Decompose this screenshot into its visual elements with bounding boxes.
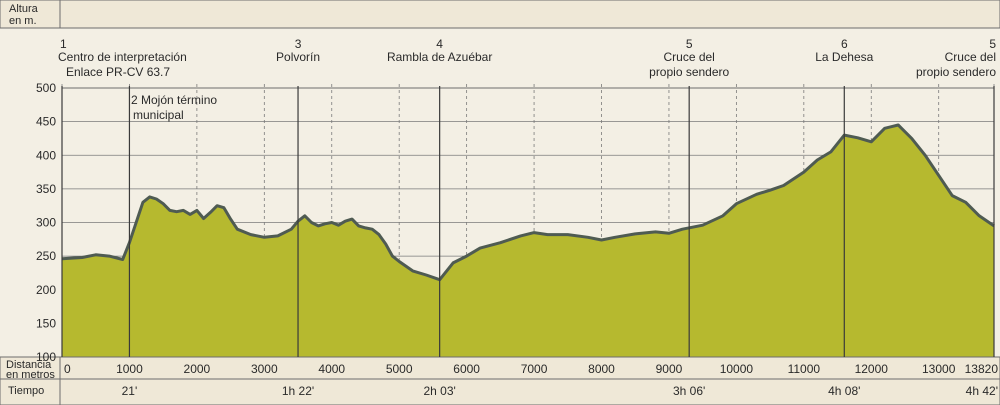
distance-label-line1: Distancia	[6, 359, 52, 371]
waypoint-number: 4	[436, 37, 443, 51]
waypoint-label: Enlace PR-CV 63.7	[66, 65, 170, 79]
waypoint-label: Centro de interpretación	[58, 50, 187, 64]
waypoint-label: Cruce del	[663, 50, 714, 64]
x-tick-label: 10000	[720, 362, 754, 376]
x-tick-label: 8000	[588, 362, 615, 376]
x-tick-label: 0	[64, 362, 71, 376]
waypoint-number: 6	[841, 37, 848, 51]
time-label: 4h 08'	[828, 384, 860, 398]
y-tick-label: 350	[36, 182, 56, 196]
waypoint-number: 3	[295, 37, 302, 51]
y-tick-label: 100	[36, 350, 56, 364]
x-tick-label: 13820	[965, 362, 999, 376]
x-tick-label: 5000	[386, 362, 413, 376]
x-tick-label: 6000	[453, 362, 480, 376]
x-tick-label: 12000	[855, 362, 889, 376]
elevation-line	[61, 123, 995, 282]
y-tick-label: 250	[36, 249, 56, 263]
time-label: Tiempo	[8, 385, 44, 397]
time-label: 1h 22'	[282, 384, 314, 398]
x-tick-label: 3000	[251, 362, 278, 376]
waypoint-label: Rambla de Azuébar	[387, 50, 492, 64]
y-tick-label: 300	[36, 216, 56, 230]
waypoint-number: 5	[686, 37, 693, 51]
time-label: 4h 42'	[966, 384, 998, 398]
y-tick-label: 450	[36, 115, 56, 129]
time-label: 2h 03'	[423, 384, 455, 398]
x-tick-label: 11000	[788, 362, 821, 376]
elevation-area	[62, 125, 994, 357]
altitude-label-line1: Altura	[9, 3, 39, 15]
waypoint-number: 1	[60, 37, 67, 51]
waypoint-label: propio sendero	[916, 65, 996, 79]
waypoint-label: Cruce del	[945, 50, 996, 64]
y-tick-label: 400	[36, 148, 56, 162]
waypoint-label: propio sendero	[649, 65, 729, 79]
waypoint-label: La Dehesa	[815, 50, 873, 64]
x-tick-label: 13000	[922, 362, 956, 376]
waypoint-label: Polvorín	[276, 50, 320, 64]
distance-label-line2: en metros	[6, 369, 55, 381]
x-tick-label: 1000	[116, 362, 143, 376]
y-tick-label: 500	[36, 81, 56, 95]
time-label: 21'	[122, 384, 138, 398]
y-tick-label: 150	[36, 316, 56, 330]
waypoint-number: 5	[989, 37, 996, 51]
x-tick-label: 7000	[521, 362, 548, 376]
waypoint-label: municipal	[133, 108, 184, 122]
waypoint-label: 2 Mojón término	[131, 93, 217, 107]
x-tick-label: 2000	[184, 362, 211, 376]
time-label: 3h 06'	[673, 384, 705, 398]
x-tick-label: 4000	[318, 362, 345, 376]
y-tick-label: 200	[36, 283, 56, 297]
x-tick-label: 9000	[656, 362, 683, 376]
altitude-label-line2: en m.	[9, 15, 37, 27]
